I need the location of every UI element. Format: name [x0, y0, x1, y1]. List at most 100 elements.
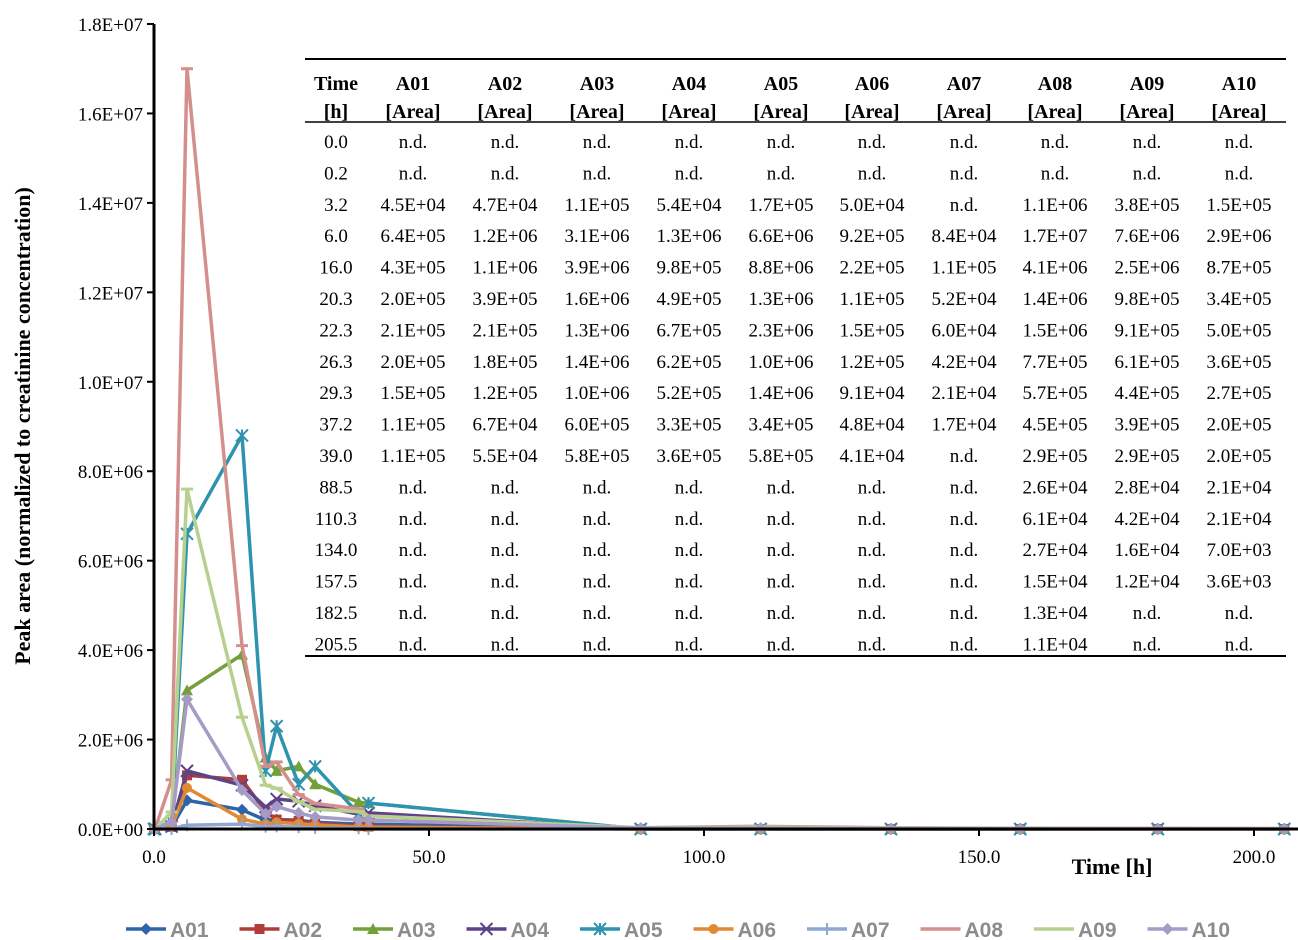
table-cell: 2.0E+05	[1206, 446, 1271, 467]
legend-label-a07: A07	[851, 919, 890, 940]
table-cell: 4.1E+06	[1022, 258, 1087, 279]
table-cell: n.d.	[1225, 132, 1254, 153]
table-cell: 9.1E+05	[1114, 320, 1179, 341]
legend-item-a08: A08	[920, 919, 1003, 940]
table-cell: n.d.	[491, 509, 520, 530]
y-axis-title: Peak area (normalized to creatinine conc…	[10, 187, 35, 665]
data-point-a05-6	[269, 719, 284, 733]
table-cell: 2.9E+05	[1114, 446, 1179, 467]
table-cell: n.d.	[950, 634, 979, 655]
table-cell: 4.2E+04	[1114, 509, 1180, 530]
table-header-cell: A08	[1038, 73, 1072, 95]
data-point-a01-4	[236, 803, 248, 816]
table-cell: n.d.	[491, 163, 520, 184]
table-cell: n.d.	[583, 572, 612, 593]
legend-label-a09: A09	[1078, 919, 1117, 940]
table-cell: n.d.	[675, 634, 704, 655]
table-cell: 2.5E+06	[1114, 258, 1179, 279]
table-cell: n.d.	[767, 572, 796, 593]
table-cell: 4.1E+04	[839, 446, 905, 467]
table-cell: 9.1E+04	[839, 383, 905, 404]
table-cell: n.d.	[767, 509, 796, 530]
table-cell: n.d.	[491, 634, 520, 655]
y-tick-label: 1.4E+07	[78, 194, 143, 215]
table-cell: n.d.	[767, 132, 796, 153]
table-cell: n.d.	[399, 163, 428, 184]
table-cell: 4.5E+04	[380, 195, 446, 216]
y-tick-label: 1.0E+07	[78, 373, 143, 394]
table-cell: n.d.	[491, 540, 520, 561]
table-cell: n.d.	[950, 195, 979, 216]
table-cell: 4.7E+04	[472, 195, 538, 216]
table-cell: 3.2	[324, 195, 348, 216]
table-cell: n.d.	[858, 572, 887, 593]
table-cell: 2.3E+06	[748, 320, 813, 341]
table-cell: 3.6E+05	[1206, 352, 1271, 373]
table-header-cell: [Area]	[844, 101, 899, 123]
data-point-a05-3	[180, 527, 194, 541]
table-header-cell: [h]	[324, 101, 348, 123]
table-cell: 1.5E+04	[1022, 572, 1088, 593]
legend-item-a06: A06	[693, 919, 776, 940]
table-cell: 1.7E+07	[1022, 226, 1087, 247]
table-cell: 1.4E+06	[748, 383, 813, 404]
table-cell: n.d.	[399, 540, 428, 561]
table-cell: 2.9E+05	[1022, 446, 1087, 467]
table-cell: 1.5E+05	[839, 320, 904, 341]
table-header-cell: [Area]	[1119, 101, 1174, 123]
legend-label-a03: A03	[397, 919, 436, 940]
table-cell: 1.0E+06	[748, 352, 813, 373]
table-cell: 1.6E+04	[1114, 540, 1180, 561]
data-table: Time [h] A01 [Area] A02 [Area] A03 [Area] A04 [Ar…	[305, 58, 1286, 657]
table-header-cell: A05	[764, 73, 798, 95]
data-point-a10-5	[259, 807, 272, 820]
legend-item-a04: A04	[466, 919, 549, 940]
table-cell: 2.6E+04	[1022, 477, 1088, 498]
table-cell: 2.1E+05	[380, 320, 445, 341]
table-header-cell: Time	[314, 73, 358, 95]
table-cell: 3.6E+03	[1206, 572, 1271, 593]
table-cell: 6.0	[324, 226, 348, 247]
table-cell: 8.7E+05	[1206, 258, 1271, 279]
table-cell: 22.3	[319, 320, 352, 341]
data-point-a05-10	[361, 796, 376, 810]
table-header-cell: [Area]	[1211, 101, 1266, 123]
table-cell: 1.3E+06	[748, 289, 813, 310]
data-point-a10-10	[362, 814, 375, 827]
axes-layer: 0.0E+00 2.0E+06 4.0E+06 6.0E+06 8.0E+06 1.0E+…	[78, 15, 1298, 868]
table-header-cell: [Area]	[569, 101, 624, 123]
data-point-a04-6	[269, 792, 284, 806]
table-cell: n.d.	[1225, 163, 1254, 184]
table-cell: 4.2E+04	[931, 352, 997, 373]
data-point-a10-7	[292, 806, 305, 819]
table-background	[305, 59, 1286, 656]
table-cell: 1.1E+06	[472, 258, 537, 279]
table-cell: 1.5E+06	[1022, 320, 1087, 341]
table-cell: 1.2E+05	[472, 383, 537, 404]
legend-marker-a07	[821, 923, 833, 935]
legend-marker-a05	[593, 922, 607, 936]
table-cell: 134.0	[315, 540, 358, 561]
table-header-cell: A01	[396, 73, 430, 95]
table-cell: 5.4E+04	[656, 195, 722, 216]
table-cell: n.d.	[1133, 603, 1162, 624]
table-cell: 3.9E+06	[564, 258, 629, 279]
table-cell: n.d.	[858, 163, 887, 184]
table-cell: n.d.	[1133, 163, 1162, 184]
table-cell: 182.5	[315, 603, 358, 624]
table-header-cell: [Area]	[1027, 101, 1082, 123]
y-tick-label: 4.0E+06	[78, 641, 143, 662]
table-cell: 6.0E+05	[564, 415, 629, 436]
table-cell: 2.7E+04	[1022, 540, 1088, 561]
table-cell: 2.0E+05	[1206, 415, 1271, 436]
table-cell: 3.9E+05	[472, 289, 537, 310]
table-cell: 5.2E+04	[931, 289, 997, 310]
table-cell: 3.4E+05	[748, 415, 813, 436]
table-cell: 157.5	[315, 572, 358, 593]
table-cell: 6.7E+05	[656, 320, 721, 341]
table-cell: 5.8E+05	[748, 446, 813, 467]
legend-item-a10: A10	[1147, 919, 1230, 940]
table-cell: 110.3	[315, 509, 357, 530]
table-cell: n.d.	[950, 540, 979, 561]
legend-item-a02: A02	[239, 919, 322, 940]
